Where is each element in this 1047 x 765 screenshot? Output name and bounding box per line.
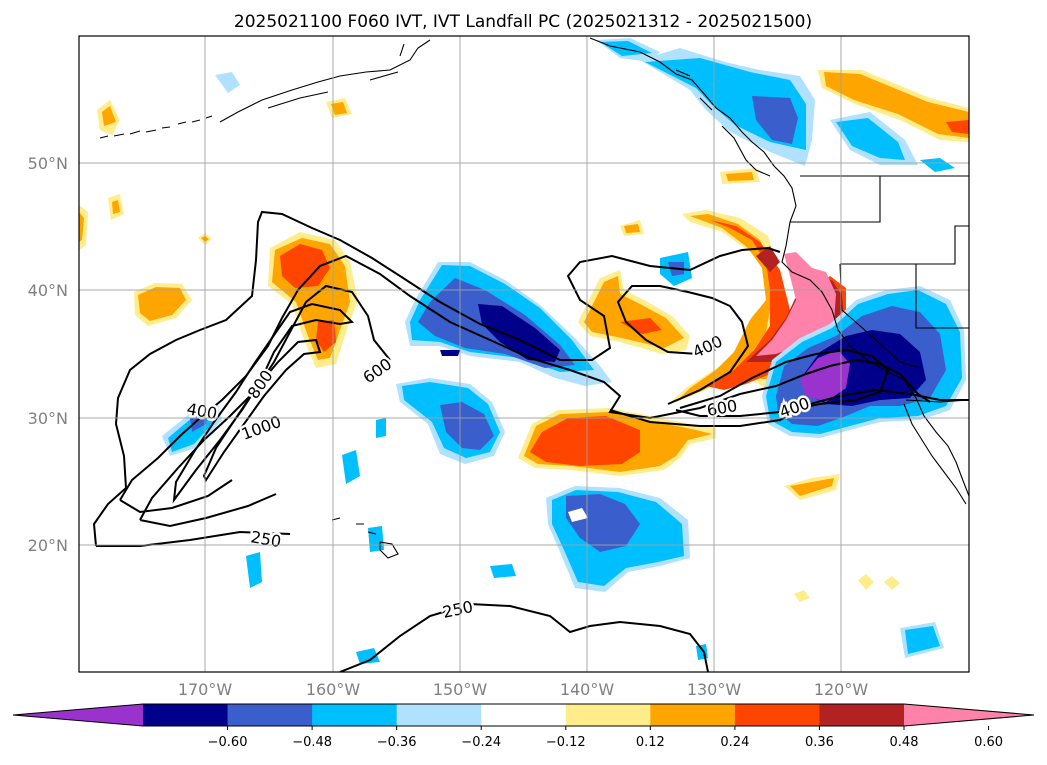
shade-aleutian-orange (102, 106, 116, 126)
colorbar-tick-label: 0.12 (636, 735, 665, 750)
colorbar-swatch (312, 704, 398, 726)
colorbar-swatch (143, 704, 229, 726)
shade-s-hole (568, 508, 588, 522)
shade-w-red (280, 244, 330, 288)
colorbar-swatch (481, 704, 567, 726)
gridlines (79, 36, 969, 672)
lon-label: 170°W (178, 680, 233, 699)
shade-canada-blue (836, 118, 905, 160)
colorbar-swatch (565, 704, 651, 726)
shade-sm-yellow-4 (858, 574, 874, 590)
shade-s-blue-5 (368, 526, 384, 552)
map-panel: 1000 800 600 400 400 600 400 250 250 (79, 36, 969, 672)
shade-edge-blue (920, 158, 955, 172)
lon-label: 150°W (433, 680, 488, 699)
state-border-4 (915, 264, 969, 329)
colorbar-tick-label: 0.60 (974, 735, 1003, 750)
colorbar-swatch (734, 704, 820, 726)
lon-label: 160°W (306, 680, 361, 699)
colorbar-tick-label: −0.36 (377, 735, 417, 750)
shade-se-blue (905, 626, 940, 654)
colorbar-tick-label: −0.48 (292, 735, 332, 750)
hawaii-islands (331, 517, 399, 559)
latitude-labels: 50°N 40°N 30°N 20°N (28, 154, 68, 555)
panhandle-coastline (589, 37, 969, 497)
shade-sm-yellow-6 (794, 590, 810, 602)
colorbar-swatch (227, 704, 313, 726)
colorbar: −0.60 −0.48 −0.36 −0.24 −0.12 0.12 0.24 0.36 0.4… (12, 703, 1035, 750)
colorbar-swatch (396, 704, 482, 726)
aleutian-islands (99, 115, 213, 139)
shade-gulf-royal (752, 96, 798, 144)
lat-label: 40°N (28, 281, 68, 300)
lat-label: 30°N (28, 409, 68, 428)
colorbar-extend-high (904, 704, 1034, 726)
ivt-contours (92, 210, 969, 672)
contour-600 (139, 284, 890, 528)
colorbar-tick-label: −0.60 (208, 735, 248, 750)
baja-coast (903, 403, 967, 505)
longitude-labels: 170°W 160°W 150°W 140°W 130°W 120°W (178, 680, 869, 699)
shade-sm-blue-7 (356, 648, 380, 664)
shade-small-orange-2 (624, 224, 640, 233)
colorbar-tick-label: 0.24 (720, 735, 749, 750)
colorbar-tick-label: −0.24 (461, 735, 501, 750)
colorbar-tick-label: 0.48 (890, 735, 919, 750)
coastlines (99, 37, 969, 559)
shade-sm-yellow-5 (884, 576, 900, 590)
colorbar-tick-label: −0.12 (546, 735, 586, 750)
shade-s-blue-4 (490, 564, 516, 578)
shade-sm-blue-8 (696, 644, 708, 660)
ivt-shading (79, 38, 969, 664)
shade-central-navy (478, 304, 560, 362)
shade-aleutian2-orange (331, 102, 347, 115)
shade-sm-orange-3 (790, 478, 834, 496)
shade-small-orange-1 (112, 200, 120, 214)
shade-w-red-2 (316, 320, 336, 352)
shade-alaska-blue (215, 72, 240, 93)
contour-250 (92, 210, 969, 672)
alaska-coastline (219, 39, 431, 123)
state-border-2 (840, 225, 969, 265)
colorbar-outline (12, 703, 1035, 727)
lat-label: 20°N (28, 536, 68, 555)
shade-left-edge-orange (79, 212, 84, 242)
map-title: 2025021100 F060 IVT, IVT Landfall PC (20… (234, 12, 812, 32)
contour-1000 (202, 338, 322, 483)
lat-label: 50°N (28, 154, 68, 173)
shade-mid-royal (440, 402, 494, 450)
bc-islands (675, 69, 771, 177)
lon-label: 120°W (814, 680, 869, 699)
shade-socal-purple (800, 350, 850, 402)
lon-label: 130°W (687, 680, 742, 699)
shade-s-blue-3 (246, 552, 262, 588)
shade-ar-pink (756, 252, 836, 356)
colorbar-tick-label: 0.36 (805, 735, 834, 750)
map-frame (78, 35, 970, 673)
contour-400 (119, 254, 931, 514)
shade-s-blue-2 (376, 418, 386, 438)
shade-mid-red (530, 416, 640, 466)
shade-s-blue-1 (342, 450, 360, 484)
shade-central-navy-2 (440, 350, 460, 356)
shade-ne-red (946, 120, 969, 134)
state-border-1 (790, 176, 881, 223)
shade-coast-orange (726, 172, 754, 181)
colorbar-extend-low (13, 704, 143, 726)
shade-s-royal (566, 494, 640, 552)
shade-ne-orange (824, 72, 969, 138)
lon-label: 140°W (560, 680, 615, 699)
colorbar-swatch (650, 704, 736, 726)
shade-170w-orange (138, 287, 186, 321)
colorbar-swatch (819, 704, 905, 726)
shade-ridge-red (620, 318, 662, 334)
